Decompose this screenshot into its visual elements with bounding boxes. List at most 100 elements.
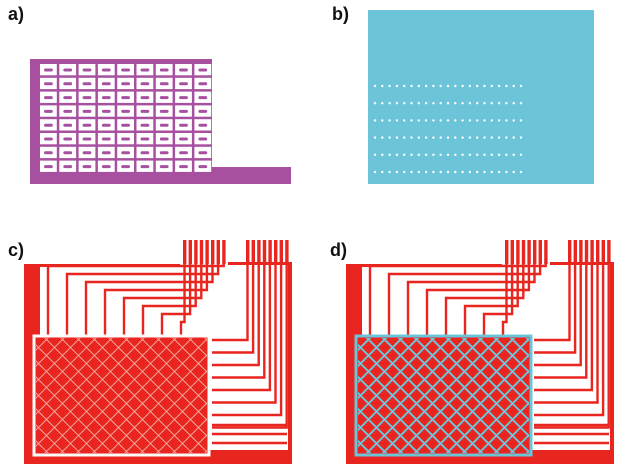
dot xyxy=(497,170,501,174)
trace-right xyxy=(212,262,288,429)
dot xyxy=(424,136,428,139)
dot xyxy=(519,136,523,139)
dot xyxy=(417,136,420,139)
connector-pin-right xyxy=(274,240,278,264)
cell-slot xyxy=(44,123,53,127)
dot xyxy=(483,119,486,122)
mesh-line xyxy=(237,336,356,455)
cell-slot xyxy=(44,151,53,155)
dot xyxy=(512,84,515,88)
mesh-line xyxy=(477,338,529,390)
trace-left xyxy=(84,262,214,338)
cell-slot xyxy=(159,137,169,141)
trace-left xyxy=(406,262,536,338)
mesh-line xyxy=(172,338,207,373)
connector-pin-left xyxy=(222,240,226,264)
cyan-layer xyxy=(368,10,594,184)
connector-pin-left xyxy=(199,240,204,264)
cell-slot xyxy=(44,109,53,113)
connector-pin-right xyxy=(262,240,267,264)
mesh-line xyxy=(124,370,207,453)
cell-slot xyxy=(159,68,169,72)
cell-slot xyxy=(63,151,73,155)
cell-slot xyxy=(140,151,150,155)
dot xyxy=(417,119,420,122)
dot xyxy=(468,153,472,156)
trace-left xyxy=(425,262,531,338)
dot xyxy=(483,153,486,156)
dot xyxy=(512,153,515,156)
dot xyxy=(505,136,508,139)
dot xyxy=(490,84,493,88)
cell-slot xyxy=(63,82,73,86)
dot xyxy=(410,102,413,105)
mesh-line xyxy=(219,336,338,455)
dot xyxy=(388,170,391,174)
cell-slot xyxy=(140,123,150,127)
cell-slot xyxy=(140,165,150,169)
connector-pin-left xyxy=(510,240,514,264)
mesh-line xyxy=(509,338,529,358)
dot xyxy=(512,170,515,174)
dot xyxy=(454,170,457,174)
panel-a-grid-electrode xyxy=(30,59,291,184)
dot xyxy=(381,136,384,139)
dot xyxy=(454,136,457,139)
cell-slot xyxy=(63,68,73,72)
dot xyxy=(497,136,501,139)
cell-slot xyxy=(121,68,130,72)
dot xyxy=(395,119,399,122)
cell-slot xyxy=(179,82,188,86)
dot xyxy=(439,153,442,156)
panel-b-dot-array xyxy=(368,10,594,184)
connector-pin-right xyxy=(268,240,272,264)
trace-right xyxy=(212,262,283,417)
dot xyxy=(454,119,457,122)
cell-slot xyxy=(140,109,150,113)
dot xyxy=(439,84,442,88)
trace-left xyxy=(444,262,525,338)
panel-label-a: a) xyxy=(8,4,25,24)
mesh-line xyxy=(477,401,529,453)
dot xyxy=(424,153,428,156)
cell-slot xyxy=(140,96,150,100)
cell-slot xyxy=(179,151,188,155)
cell-slot xyxy=(63,109,73,113)
cell-slot xyxy=(121,96,130,100)
dot xyxy=(410,153,413,156)
trace-right xyxy=(534,262,594,392)
dot xyxy=(490,170,493,174)
dot xyxy=(395,153,399,156)
dot xyxy=(483,170,486,174)
trace-right xyxy=(534,262,577,354)
panel-label-d: d) xyxy=(330,240,347,260)
dot xyxy=(490,102,493,105)
mesh-line xyxy=(172,418,207,453)
dot xyxy=(388,102,391,105)
cell-slot xyxy=(82,165,92,169)
cell-slot xyxy=(101,68,111,72)
dot xyxy=(505,153,508,156)
cell-slot xyxy=(82,96,92,100)
connector-pin-left xyxy=(188,240,192,264)
dot xyxy=(403,153,406,156)
mesh-line xyxy=(235,336,354,455)
connector-tab xyxy=(205,167,291,184)
dot xyxy=(512,119,515,122)
dot xyxy=(410,119,413,122)
connector-pin-left xyxy=(194,240,198,264)
cell-slot xyxy=(179,137,188,141)
dot xyxy=(403,84,406,88)
cell-slot xyxy=(140,137,150,141)
dot xyxy=(432,170,435,174)
dot xyxy=(454,102,457,105)
dot xyxy=(381,153,384,156)
dot xyxy=(424,119,428,122)
dot xyxy=(476,84,479,88)
dot xyxy=(461,84,464,88)
dot xyxy=(417,153,420,156)
dot xyxy=(403,119,406,122)
dot xyxy=(395,102,399,105)
cell-slot xyxy=(82,68,92,72)
